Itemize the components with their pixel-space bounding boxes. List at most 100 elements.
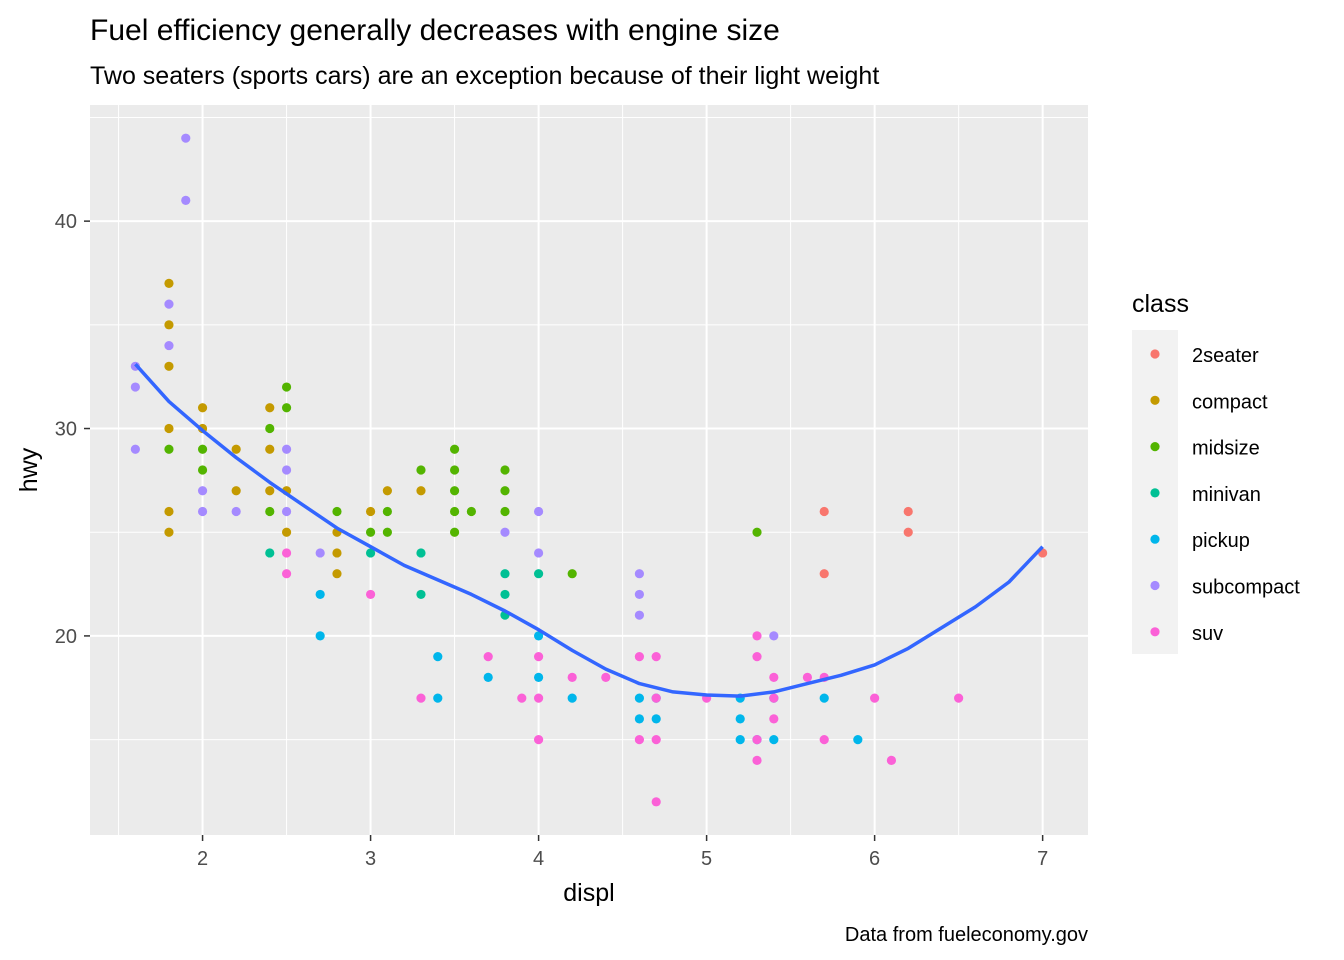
point-suv bbox=[601, 672, 611, 682]
point-pickup bbox=[315, 589, 325, 600]
point-compact bbox=[281, 527, 292, 537]
point-suv bbox=[567, 672, 577, 682]
legend-key-minivan bbox=[1150, 488, 1160, 498]
point-pickup bbox=[433, 693, 443, 703]
smooth-layer bbox=[134, 363, 1044, 698]
point-subcompact bbox=[231, 506, 241, 517]
point-subcompact bbox=[500, 527, 510, 537]
point-subcompact bbox=[164, 340, 174, 351]
legend-title: class bbox=[1132, 290, 1189, 318]
legend-key-subcompact bbox=[1150, 580, 1160, 591]
point-midsize bbox=[567, 569, 577, 579]
point-subcompact bbox=[181, 133, 191, 143]
legend-label-compact: compact bbox=[1192, 391, 1268, 413]
legend-key-suv bbox=[1150, 627, 1160, 637]
point-compact bbox=[365, 506, 376, 517]
point-2seater bbox=[903, 506, 913, 517]
x-axis: 2 3 4 5 6 7 bbox=[197, 835, 1048, 870]
point-midsize bbox=[449, 444, 460, 454]
point-minivan bbox=[500, 589, 510, 600]
point-suv bbox=[769, 672, 779, 682]
point-pickup bbox=[651, 714, 661, 724]
point-midsize bbox=[449, 506, 460, 517]
legend-items: 2seater compact midsize minivan pickup subcom… bbox=[1150, 345, 1300, 645]
point-subcompact bbox=[130, 444, 140, 454]
point-midsize bbox=[265, 506, 275, 517]
point-midsize bbox=[449, 486, 460, 496]
point-pickup bbox=[735, 714, 745, 724]
legend-label-midsize: midsize bbox=[1192, 438, 1260, 460]
point-subcompact bbox=[130, 382, 140, 392]
point-subcompact bbox=[197, 506, 208, 517]
y-axis-label: hwy bbox=[15, 447, 43, 492]
point-suv bbox=[802, 672, 813, 682]
smooth-line bbox=[134, 363, 1044, 698]
grid-minor bbox=[90, 105, 1088, 835]
point-compact bbox=[164, 320, 174, 330]
point-suv bbox=[819, 735, 829, 745]
chart-caption: Data from fueleconomy.gov bbox=[845, 924, 1088, 946]
legend-key-2seater bbox=[1150, 349, 1160, 359]
point-compact bbox=[332, 569, 342, 579]
point-suv bbox=[416, 693, 426, 703]
point-subcompact bbox=[533, 548, 544, 558]
point-compact bbox=[164, 423, 174, 434]
point-minivan bbox=[365, 548, 376, 558]
point-pickup bbox=[769, 735, 779, 745]
legend-key-pickup bbox=[1150, 534, 1160, 544]
point-suv bbox=[533, 693, 544, 703]
point-suv bbox=[769, 693, 779, 703]
point-compact bbox=[265, 403, 275, 413]
point-subcompact bbox=[634, 589, 645, 600]
point-midsize bbox=[332, 506, 342, 517]
point-pickup bbox=[567, 693, 577, 703]
point-suv bbox=[533, 652, 544, 662]
point-subcompact bbox=[281, 465, 292, 475]
point-midsize bbox=[416, 465, 426, 475]
point-subcompact bbox=[181, 195, 191, 205]
point-pickup bbox=[634, 693, 645, 703]
legend-label-minivan: minivan bbox=[1192, 484, 1261, 506]
point-compact bbox=[231, 444, 241, 454]
point-compact bbox=[197, 403, 208, 413]
point-minivan bbox=[500, 569, 510, 579]
point-subcompact bbox=[533, 506, 544, 517]
point-suv bbox=[365, 589, 376, 600]
chart-title: Fuel efficiency generally decreases with… bbox=[90, 14, 780, 47]
point-suv bbox=[752, 652, 762, 662]
point-suv bbox=[752, 631, 762, 641]
point-midsize bbox=[500, 506, 510, 517]
point-minivan bbox=[416, 589, 426, 600]
point-compact bbox=[164, 527, 174, 537]
point-pickup bbox=[483, 672, 493, 682]
point-compact bbox=[164, 361, 174, 371]
x-tick-label: 3 bbox=[365, 848, 376, 870]
point-minivan bbox=[265, 548, 275, 558]
grid-major bbox=[90, 105, 1088, 835]
legend-label-subcompact: subcompact bbox=[1192, 577, 1300, 599]
point-subcompact bbox=[164, 299, 174, 309]
point-suv bbox=[954, 693, 964, 703]
point-minivan bbox=[416, 548, 426, 558]
point-midsize bbox=[449, 527, 460, 537]
point-midsize bbox=[164, 444, 174, 454]
point-pickup bbox=[853, 735, 863, 745]
point-midsize bbox=[500, 486, 510, 496]
point-suv bbox=[634, 652, 645, 662]
point-2seater bbox=[819, 506, 829, 517]
point-pickup bbox=[735, 735, 745, 745]
point-subcompact bbox=[281, 444, 292, 454]
point-suv bbox=[769, 714, 779, 724]
x-tick-label: 7 bbox=[1037, 848, 1048, 870]
point-subcompact bbox=[197, 486, 208, 496]
legend-key-midsize bbox=[1150, 442, 1160, 452]
point-compact bbox=[332, 548, 342, 558]
point-pickup bbox=[533, 672, 544, 682]
x-tick-label: 6 bbox=[869, 848, 880, 870]
point-suv bbox=[752, 735, 762, 745]
point-pickup bbox=[819, 693, 829, 703]
point-compact bbox=[164, 506, 174, 517]
point-2seater bbox=[903, 527, 913, 537]
x-axis-label: displ bbox=[563, 879, 614, 907]
y-tick-label: 20 bbox=[55, 626, 77, 648]
